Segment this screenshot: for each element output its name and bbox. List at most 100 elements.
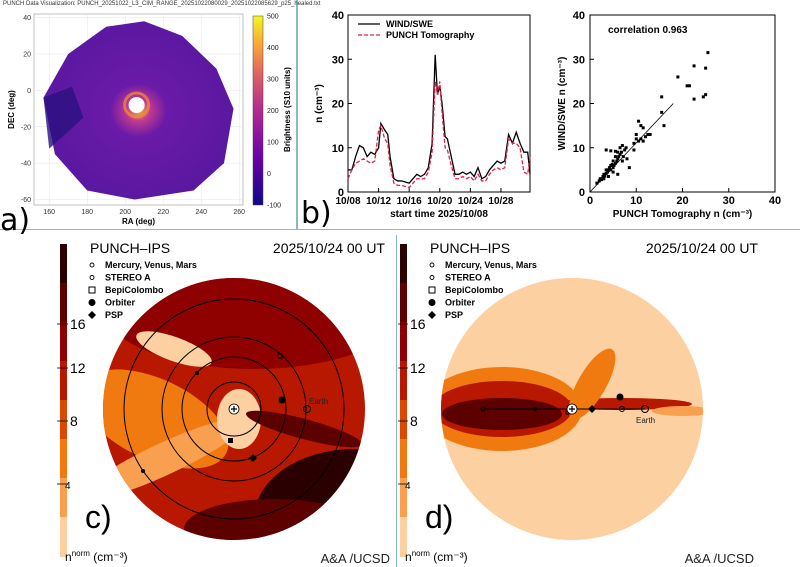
scatter-point xyxy=(632,141,636,145)
panel-a-label: a) xyxy=(0,203,31,238)
colorbar-tick-label: 12 xyxy=(410,360,426,376)
map-title: PUNCH–IPS xyxy=(430,240,510,256)
scatter-point xyxy=(706,51,710,55)
legend-square-icon xyxy=(428,286,436,294)
y-tick-label: 20 xyxy=(23,52,31,59)
scatter-point xyxy=(625,157,629,161)
y-tick-label: 0 xyxy=(579,187,585,199)
colorbar-tick-label: 12 xyxy=(70,360,86,376)
scatter-point xyxy=(648,132,652,136)
colorbar-segment xyxy=(400,400,407,440)
y-tick-label: 0 xyxy=(338,187,344,199)
legend-entry: PSP xyxy=(105,310,123,320)
x-axis-label: PUNCH Tomography n (cm⁻³) xyxy=(613,209,753,220)
scatter-point xyxy=(619,150,623,154)
colorbar xyxy=(252,15,264,206)
legend-entry: PUNCH Tomography xyxy=(386,30,474,40)
scatter-point xyxy=(602,177,606,181)
colorbar-segment xyxy=(60,400,67,440)
y-axis-label: n (cm⁻³) xyxy=(314,84,325,123)
x-axis-label: start time 2025/10/08 xyxy=(390,209,488,220)
scatter-point xyxy=(611,170,615,174)
density-region xyxy=(136,331,212,367)
legend-entry: Orbiter xyxy=(445,298,476,308)
scatter-point xyxy=(623,148,627,152)
density-region xyxy=(184,499,364,540)
wind-swe-line xyxy=(348,54,531,184)
panel-a-title: PUNCH Data Visualization: PUNCH_20251022… xyxy=(3,1,321,7)
orbit-ring xyxy=(161,336,307,482)
x-tick-label: 260 xyxy=(233,209,245,216)
colorbar-label: Brightness (S10 units) xyxy=(283,67,292,152)
panel-b-chart: 10/08 10/12 10/16 10/20 10/24 10/28 0 10 20 30 40 W… xyxy=(314,10,781,220)
x-tick-label: 240 xyxy=(195,209,207,216)
y-tick-label: 30 xyxy=(573,54,585,66)
colorbar-segment xyxy=(400,322,407,362)
colorbar-tick-label: 8 xyxy=(70,413,78,429)
x-tick-label: 160 xyxy=(43,209,55,216)
line-plot-frame xyxy=(347,14,531,193)
y-tick-label: -20 xyxy=(21,124,31,131)
scatter-point xyxy=(609,149,613,153)
scatter-point xyxy=(616,150,620,154)
scatter-point xyxy=(613,149,617,153)
scatter-point xyxy=(685,84,689,88)
scatter-point xyxy=(607,168,610,172)
scatter-point xyxy=(644,135,647,139)
punch-tomography-line xyxy=(347,81,531,189)
scatter-point xyxy=(620,159,624,163)
orbit-ring xyxy=(206,381,262,437)
y-tick-label: 30 xyxy=(332,54,344,66)
density-region xyxy=(245,410,363,448)
scatter-point xyxy=(676,75,680,79)
scatter-point xyxy=(692,97,696,101)
scatter-point xyxy=(604,168,608,172)
colorbar-tick-label: 16 xyxy=(410,316,426,332)
correlation-annotation: correlation 0.963 xyxy=(608,25,688,36)
orbiter-marker xyxy=(616,393,624,401)
x-tick-label: 10/08 xyxy=(335,196,360,207)
scatter-point xyxy=(660,95,664,99)
scatter-point xyxy=(618,152,622,156)
scatter-point xyxy=(627,166,631,170)
scatter-point xyxy=(660,110,664,114)
y-tick-label: -60 xyxy=(21,197,31,204)
colorbar-tick-label: 500 xyxy=(267,14,279,21)
stereo-a-marker xyxy=(619,406,625,412)
colorbar-segment xyxy=(60,322,67,362)
legend-circle-icon xyxy=(89,275,95,280)
colorbar-segment xyxy=(400,244,407,284)
stereo-a-marker xyxy=(277,353,283,359)
scatter-point xyxy=(618,146,622,150)
map-title: PUNCH–IPS xyxy=(90,240,170,256)
colorbar-segment xyxy=(400,439,407,479)
y-tick-label: 20 xyxy=(573,99,585,111)
scatter-point xyxy=(610,163,614,167)
colorbar-segment xyxy=(400,361,407,401)
legend-entry: PSP xyxy=(445,310,463,320)
scatter-point xyxy=(692,64,696,68)
orbit-ring xyxy=(181,356,287,462)
legend-entry: Mercury, Venus, Mars xyxy=(105,260,197,270)
y-tick-label: 10 xyxy=(573,143,585,155)
y-tick-label: 20 xyxy=(332,99,344,111)
legend-circle-icon xyxy=(429,275,435,280)
scatter-point xyxy=(634,137,638,141)
legend-entry: STEREO A xyxy=(105,273,151,283)
scatter-point xyxy=(662,124,666,128)
separator xyxy=(0,229,800,230)
scatter-point xyxy=(637,139,641,143)
occulter xyxy=(128,96,145,113)
x-tick-label: 200 xyxy=(119,209,131,216)
panel-label: c) xyxy=(85,499,112,535)
y-tick-label: 40 xyxy=(332,10,344,22)
colorbar-segment xyxy=(60,283,67,323)
scatter-point xyxy=(615,159,619,163)
scatter-point xyxy=(687,84,691,88)
earth-label: Earth xyxy=(636,416,655,425)
scatter-point xyxy=(597,179,601,183)
scatter-point xyxy=(606,170,610,174)
sun-cross-icon xyxy=(569,406,575,412)
scatter-plot-frame xyxy=(589,14,776,193)
legend-dot-icon xyxy=(88,299,96,306)
